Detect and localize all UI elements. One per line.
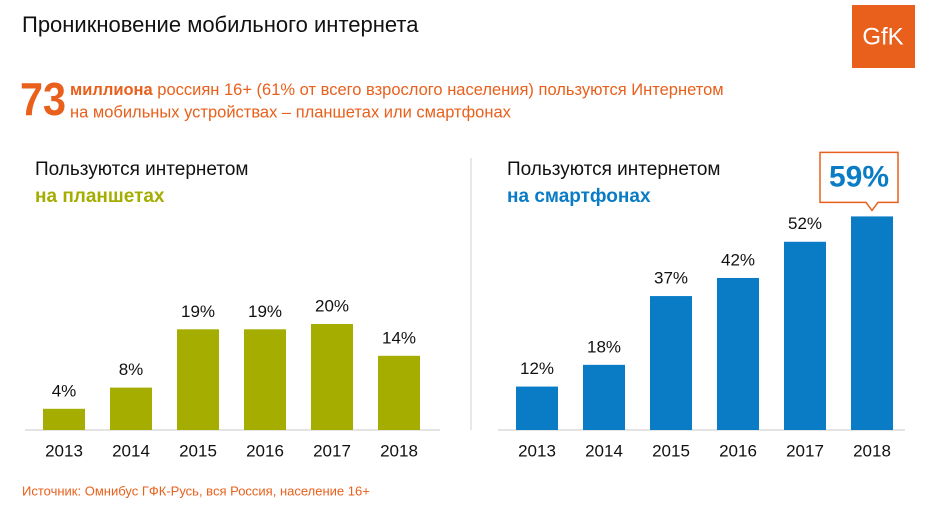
bar: [244, 329, 286, 430]
bar: [43, 408, 85, 430]
value-label: 4%: [52, 381, 77, 400]
x-tick-label: 2016: [246, 441, 284, 460]
value-label: 52%: [788, 214, 822, 233]
value-label: 19%: [181, 302, 215, 321]
value-label: 8%: [119, 360, 144, 379]
value-label: 59%: [829, 160, 889, 193]
headline-text: россиян 16+ (61% от всего взрослого насе…: [157, 81, 723, 99]
source: Источник: Омнибус ГФК-Русь, вся Россия, …: [22, 483, 370, 498]
value-label: 37%: [654, 269, 688, 288]
x-tick-label: 2015: [179, 441, 217, 460]
x-tick-label: 2017: [313, 441, 351, 460]
bar: [177, 329, 219, 430]
bar: [378, 355, 420, 430]
bar: [784, 241, 826, 430]
bar: [516, 386, 558, 430]
x-tick-label: 2014: [112, 441, 150, 460]
callout: [819, 151, 899, 212]
value-label: 19%: [248, 302, 282, 321]
chart-title: Пользуются интернетом: [507, 159, 720, 180]
x-tick-label: 2018: [853, 441, 891, 460]
slide-title: Проникновение мобильного интернета: [22, 12, 419, 37]
value-label: 12%: [520, 359, 554, 378]
logo-box: [852, 5, 915, 68]
bar: [583, 364, 625, 430]
x-tick-label: 2016: [719, 441, 757, 460]
x-tick-label: 2015: [652, 441, 690, 460]
bar: [110, 387, 152, 430]
chart-title: Пользуются интернетом: [35, 159, 248, 180]
x-tick-label: 2018: [380, 441, 418, 460]
x-tick-label: 2014: [585, 441, 623, 460]
headline-line2: на мобильных устройствах – планшетах или…: [70, 103, 512, 121]
bar: [650, 296, 692, 430]
value-label: 18%: [587, 337, 621, 356]
x-tick-label: 2017: [786, 441, 824, 460]
headline-bold: миллиона: [70, 81, 154, 99]
x-tick-label: 2013: [518, 441, 556, 460]
bar: [717, 277, 759, 430]
bar: [851, 216, 893, 430]
headline-line1: миллиона россиян 16+ (61% от всего взрос…: [70, 81, 724, 99]
logo: GfK: [862, 23, 903, 50]
value-label: 20%: [315, 296, 349, 315]
value-label: 14%: [382, 328, 416, 347]
chart-subtitle: на планшетах: [35, 186, 165, 207]
chart-subtitle: на смартфонах: [507, 186, 651, 207]
value-label: 42%: [721, 250, 755, 269]
bar: [311, 324, 353, 430]
x-tick-label: 2013: [45, 441, 83, 460]
headline-number: 73: [20, 73, 66, 125]
